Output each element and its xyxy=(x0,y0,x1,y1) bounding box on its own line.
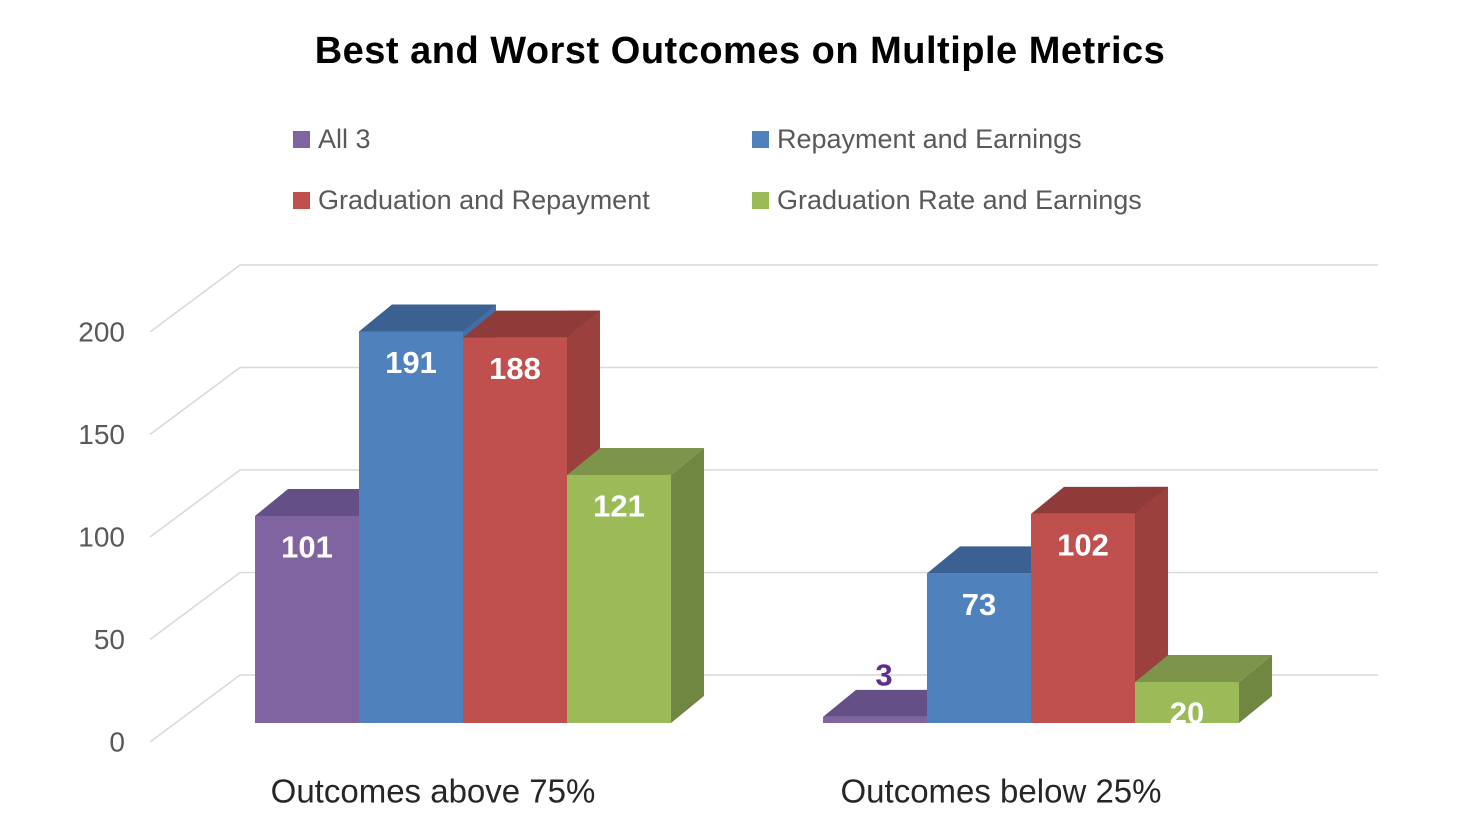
bar-top-graduation-rate-and-earnings-g1 xyxy=(1135,655,1272,682)
y-tick-label-0: 0 xyxy=(109,727,125,758)
bar-side-graduation-rate-and-earnings-g0 xyxy=(671,447,704,723)
bar-top-tip-graduation-and-repayment-g1 xyxy=(1135,486,1168,514)
bar-front-graduation-and-repayment-g0 xyxy=(463,337,567,723)
category-label-g1: Outcomes below 25% xyxy=(841,773,1162,810)
bar-side-graduation-rate-and-earnings-g1 xyxy=(1239,655,1272,723)
legend-item-repayment-and-earnings: Repayment and Earnings xyxy=(752,122,1082,156)
data-label-outside: 3 xyxy=(875,657,892,692)
legend-swatch-graduation-and-repayment xyxy=(293,191,310,209)
bar-top-graduation-and-repayment-g0 xyxy=(463,310,600,338)
bar-top-graduation-rate-and-earnings-g0 xyxy=(567,447,704,475)
bar-front-repayment-and-earnings-g1 xyxy=(927,573,1031,723)
data-label: 188 xyxy=(489,351,541,386)
y-tick-label-150: 150 xyxy=(78,419,125,450)
bar-top-all-3-g1 xyxy=(823,689,960,717)
legend-label: Graduation Rate and Earnings xyxy=(777,184,1142,215)
bar-side-visible-graduation-and-repayment-g1 xyxy=(1135,486,1168,682)
bar-front-all-3-g0 xyxy=(255,515,359,723)
data-label: 101 xyxy=(281,529,333,564)
y-tick-label-100: 100 xyxy=(78,522,125,553)
legend-item-graduation-and-repayment: Graduation and Repayment xyxy=(293,183,650,217)
legend-label: All 3 xyxy=(318,123,371,154)
bar-top-repayment-and-earnings-g1 xyxy=(927,546,1064,574)
data-label: 73 xyxy=(962,587,996,622)
bar-front-graduation-and-repayment-g1 xyxy=(1031,513,1135,723)
gridline-200 xyxy=(149,264,1378,333)
legend-item-graduation-rate-and-earnings: Graduation Rate and Earnings xyxy=(752,183,1142,217)
category-label-g0: Outcomes above 75% xyxy=(271,773,596,810)
data-label: 102 xyxy=(1057,527,1109,562)
legend-label: Repayment and Earnings xyxy=(777,123,1082,154)
y-tick-label-50: 50 xyxy=(94,624,125,655)
legend-item-all-3: All 3 xyxy=(293,122,371,156)
legend-label: Graduation and Repayment xyxy=(318,184,650,215)
data-label: 20 xyxy=(1170,696,1204,731)
bar-front-repayment-and-earnings-g0 xyxy=(359,331,463,723)
data-label: 121 xyxy=(593,488,645,523)
data-label: 191 xyxy=(385,345,437,380)
chart-title: Best and Worst Outcomes on Multiple Metr… xyxy=(314,30,1166,72)
bar-top-repayment-and-earnings-g0 xyxy=(359,304,496,332)
legend-swatch-graduation-rate-and-earnings xyxy=(752,191,769,209)
bar-top-tip-graduation-and-repayment-g0 xyxy=(567,310,600,338)
y-tick-label-200: 200 xyxy=(78,317,125,348)
legend-swatch-all-3 xyxy=(293,130,310,148)
legend-swatch-repayment-and-earnings xyxy=(752,130,769,148)
bar-top-all-3-g0 xyxy=(255,488,392,516)
bar-front-graduation-rate-and-earnings-g1 xyxy=(1135,682,1239,723)
gridline-100 xyxy=(149,469,1378,538)
bar-side-visible-graduation-and-repayment-g0 xyxy=(567,310,600,475)
bar-top-graduation-and-repayment-g1 xyxy=(1031,486,1168,514)
bar-side-visible-repayment-and-earnings-g0 xyxy=(463,304,496,338)
bar-front-graduation-rate-and-earnings-g0 xyxy=(567,474,671,723)
bar-top-tip-repayment-and-earnings-g0 xyxy=(463,304,496,332)
gridline-150 xyxy=(149,366,1378,436)
bar-front-all-3-g1 xyxy=(823,716,927,723)
